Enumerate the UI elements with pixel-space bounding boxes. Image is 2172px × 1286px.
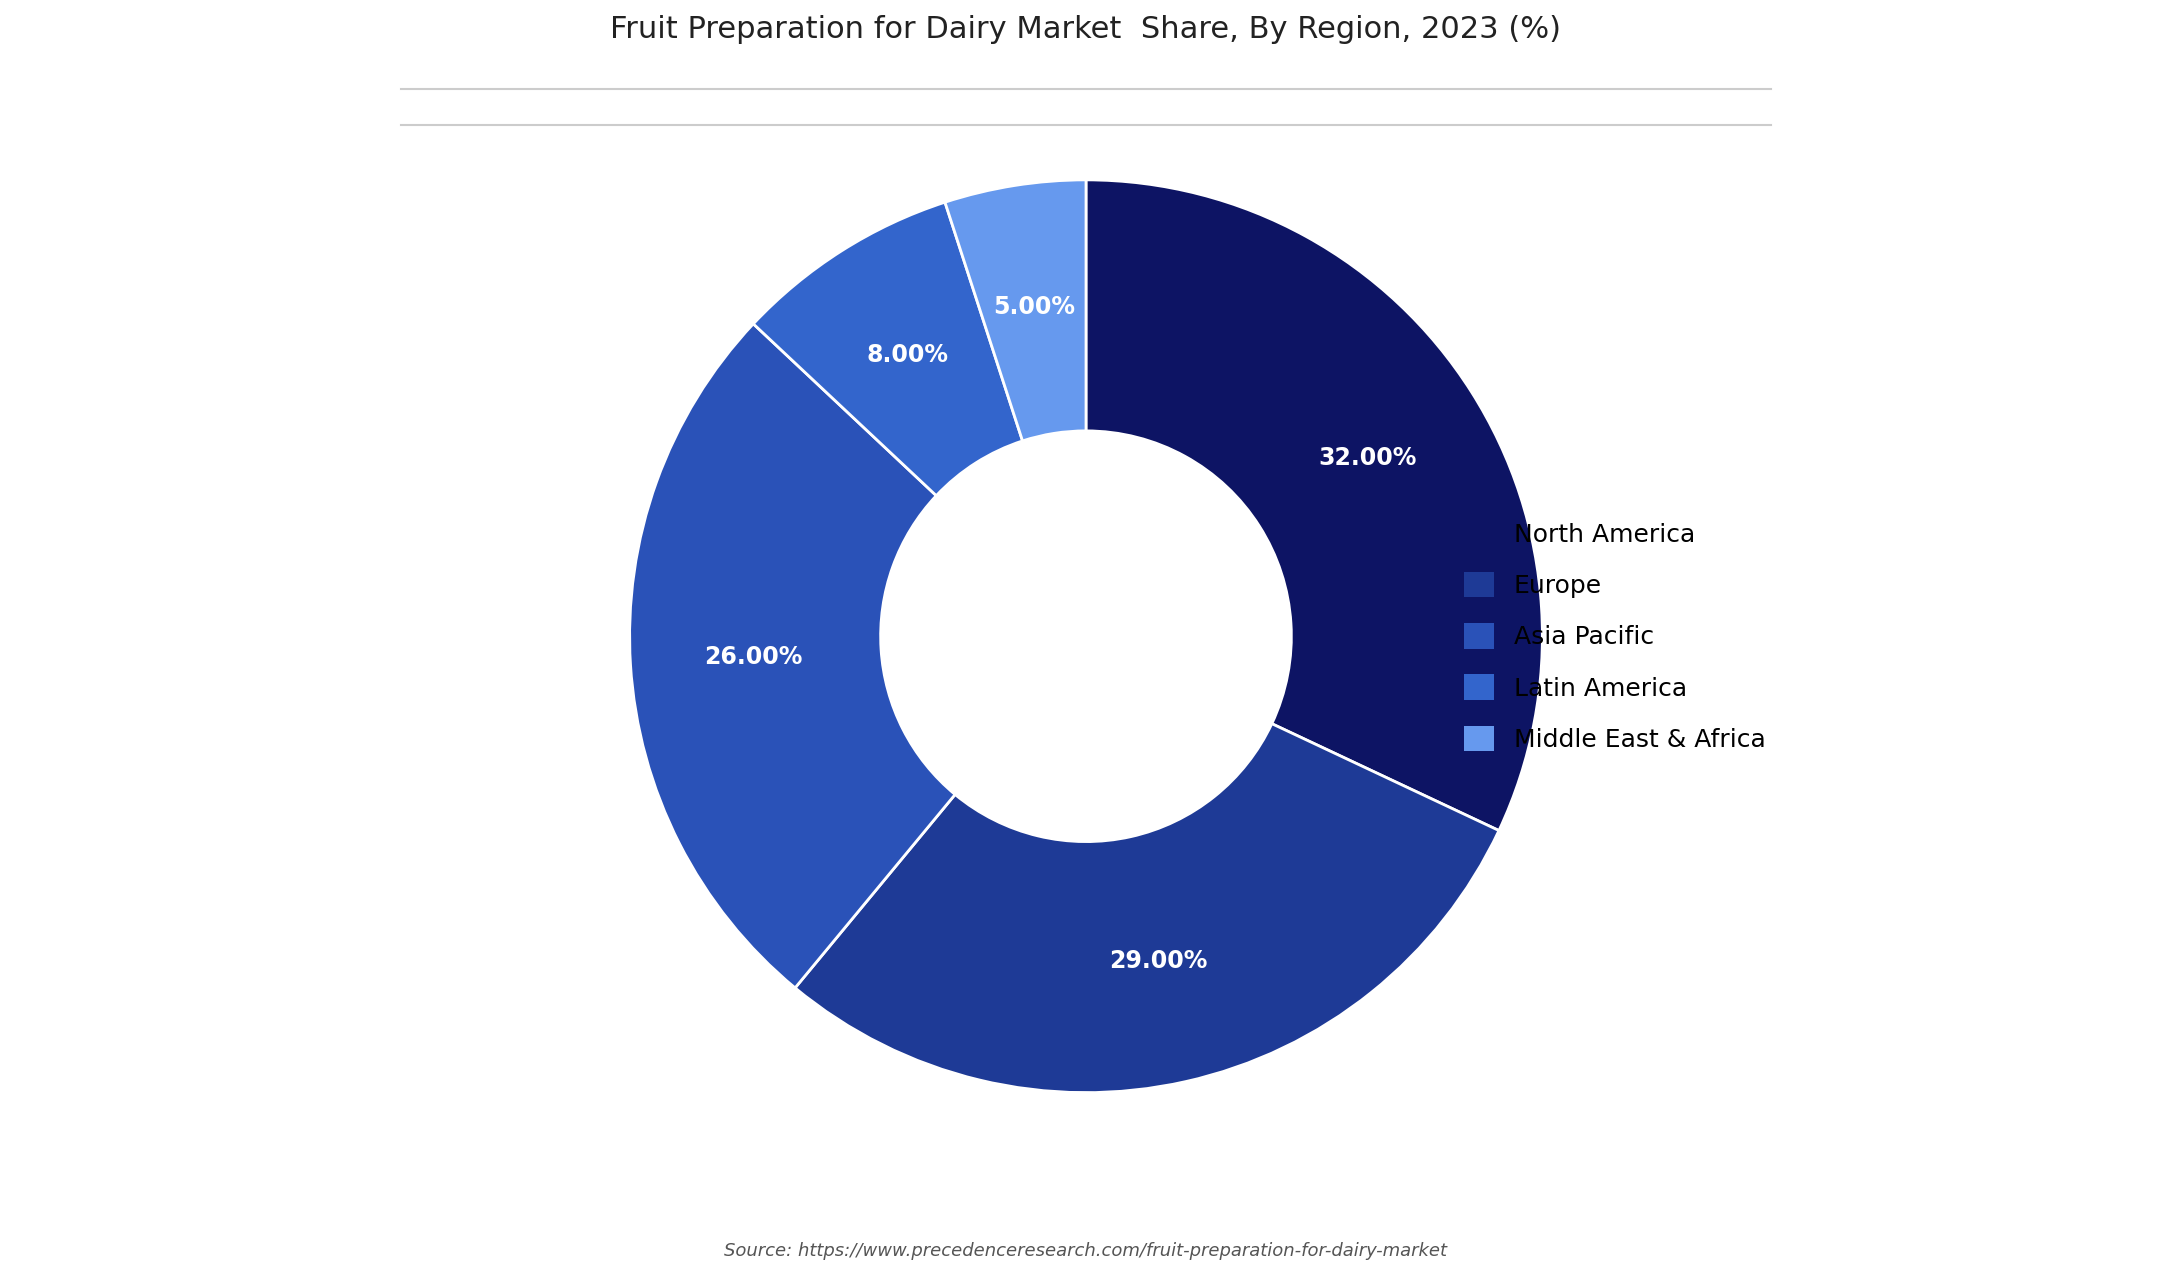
Text: 8.00%: 8.00% bbox=[867, 343, 949, 367]
Text: 5.00%: 5.00% bbox=[993, 296, 1075, 319]
Wedge shape bbox=[945, 180, 1086, 441]
Wedge shape bbox=[754, 202, 1023, 495]
Wedge shape bbox=[1086, 180, 1542, 831]
Wedge shape bbox=[795, 724, 1499, 1093]
Text: 29.00%: 29.00% bbox=[1110, 949, 1208, 974]
Title: Fruit Preparation for Dairy Market  Share, By Region, 2023 (%): Fruit Preparation for Dairy Market Share… bbox=[610, 15, 1562, 44]
Wedge shape bbox=[630, 324, 956, 988]
Text: 32.00%: 32.00% bbox=[1318, 446, 1416, 469]
Legend: North America, Europe, Asia Pacific, Latin America, Middle East & Africa: North America, Europe, Asia Pacific, Lat… bbox=[1464, 521, 1766, 752]
Text: Source: https://www.precedenceresearch.com/fruit-preparation-for-dairy-market: Source: https://www.precedenceresearch.c… bbox=[725, 1242, 1447, 1260]
Text: 26.00%: 26.00% bbox=[704, 646, 804, 669]
